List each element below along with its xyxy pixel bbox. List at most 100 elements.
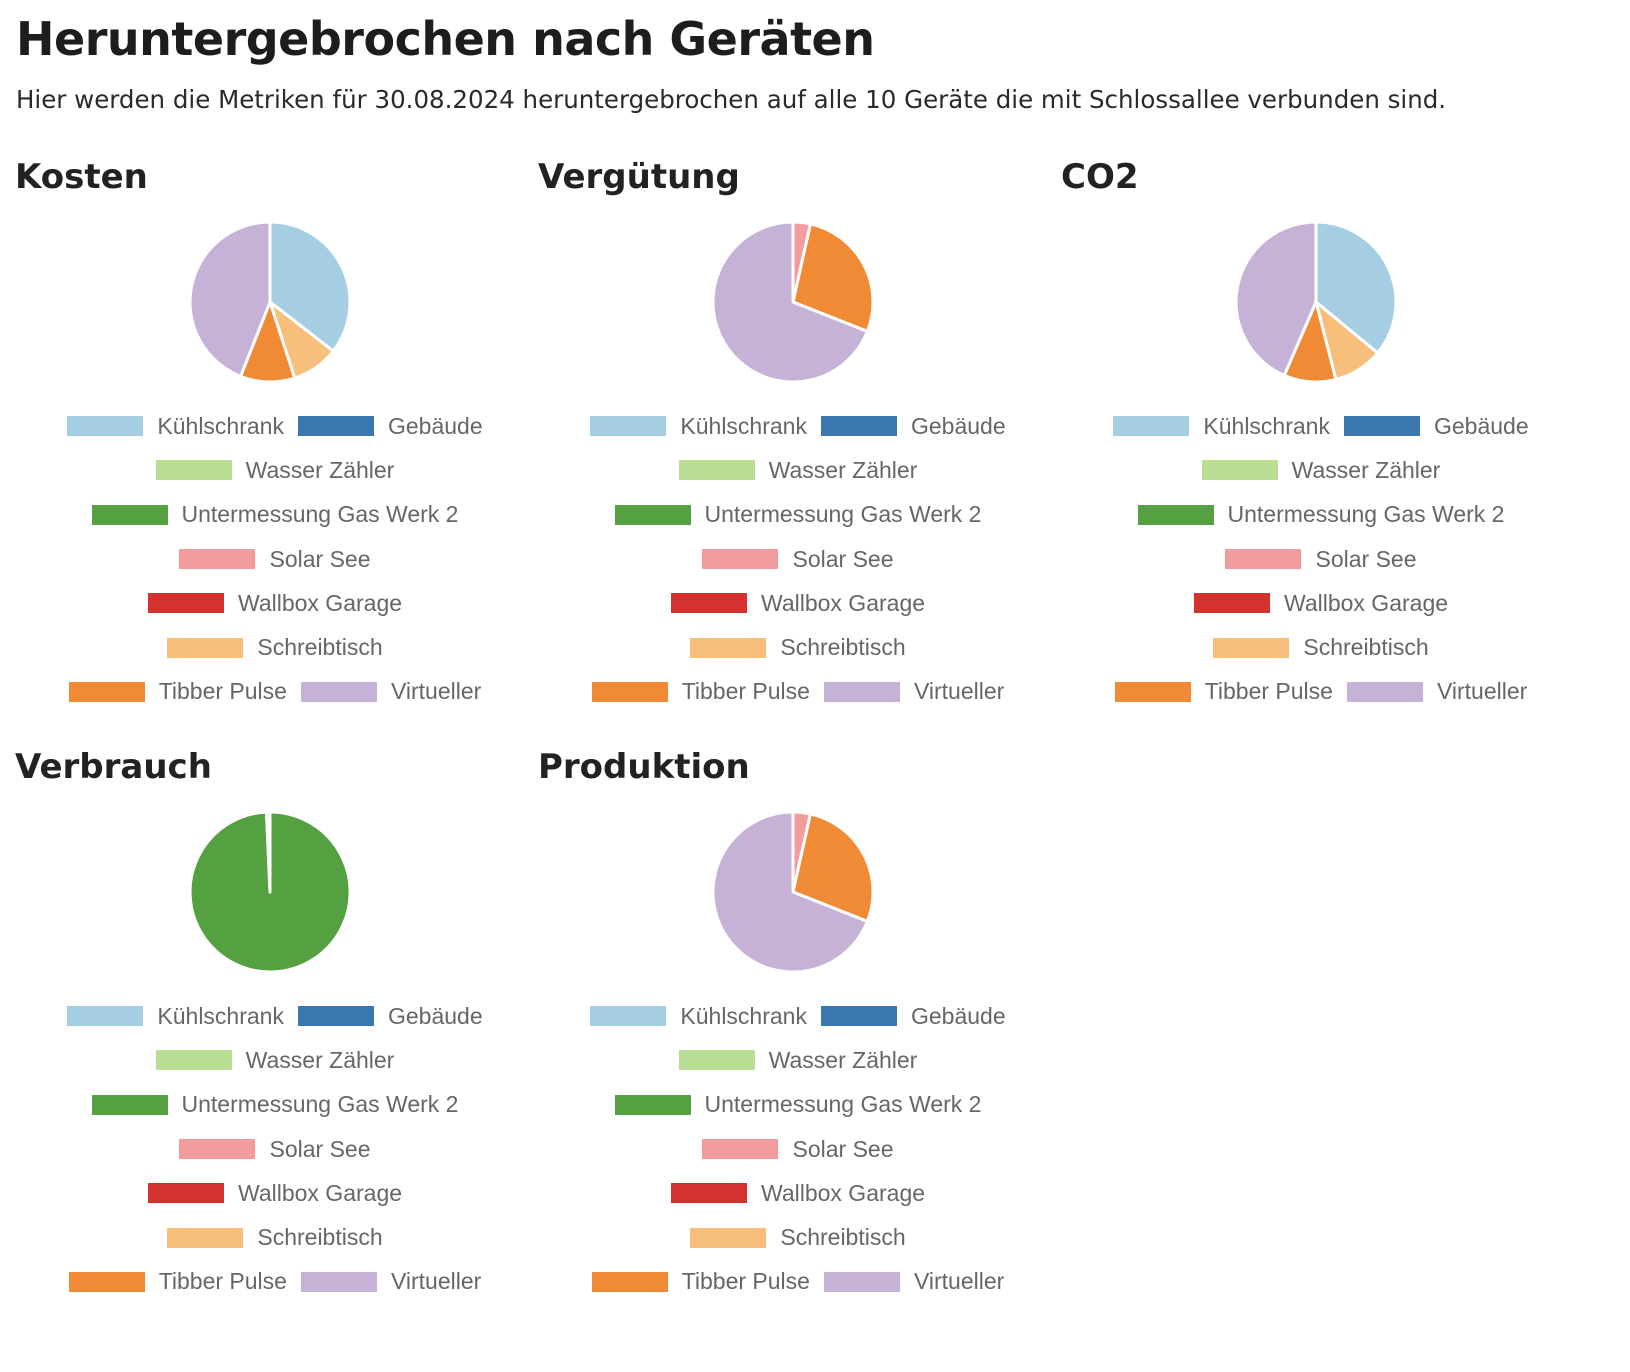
legend-item-kuehlschrank[interactable]: Kühlschrank	[67, 1003, 284, 1030]
legend-item-virtueller[interactable]: Virtueller	[300, 1268, 482, 1295]
legend-item-wasser-zaehler[interactable]: Wasser Zähler	[155, 457, 394, 484]
legend-swatch	[591, 1271, 668, 1292]
legend-item-virtueller[interactable]: Virtueller	[823, 1268, 1004, 1295]
legend-item-virtueller[interactable]: Virtueller	[300, 678, 481, 705]
legend-item-schreibtisch[interactable]: Schreibtisch	[1213, 634, 1429, 661]
legend-item-tibber-pulse[interactable]: Tibber Pulse	[1114, 678, 1333, 705]
legend-item-gebaeude[interactable]: Gebäude	[820, 1003, 1006, 1030]
legend-item-untermessung-gas-werk-2[interactable]: Untermessung Gas Werk 2	[91, 501, 458, 528]
legend-row: Schreibtisch	[15, 1215, 535, 1259]
chart-legend: Kühlschrank Gebäude Wasser Zähler Untermess…	[15, 404, 535, 714]
legend-item-schreibtisch[interactable]: Schreibtisch	[690, 634, 906, 661]
legend-item-schreibtisch[interactable]: Schreibtisch	[690, 1224, 906, 1251]
legend-item-solar-see[interactable]: Solar See	[702, 1136, 894, 1163]
pie-slice-virtueller[interactable]	[264, 810, 272, 894]
legend-row: Tibber Pulse Virtueller	[15, 1260, 535, 1304]
pie-chart	[711, 220, 875, 384]
legend-swatch	[823, 681, 900, 702]
legend-row: Wallbox Garage	[1061, 581, 1581, 625]
legend-item-untermessung-gas-werk-2[interactable]: Untermessung Gas Werk 2	[614, 1091, 981, 1118]
legend-item-wasser-zaehler[interactable]: Wasser Zähler	[1201, 457, 1440, 484]
legend-item-wasser-zaehler[interactable]: Wasser Zähler	[678, 457, 917, 484]
legend-item-gebaeude[interactable]: Gebäude	[297, 1003, 483, 1030]
page-subtitle: Hier werden die Metriken für 30.08.2024 …	[16, 85, 1447, 114]
legend-item-tibber-pulse[interactable]: Tibber Pulse	[68, 678, 287, 705]
legend-item-tibber-pulse[interactable]: Tibber Pulse	[591, 678, 810, 705]
legend-label: Untermessung Gas Werk 2	[704, 501, 982, 528]
legend-item-gebaeude[interactable]: Gebäude	[1343, 412, 1529, 440]
legend-swatch	[614, 1094, 691, 1115]
legend-swatch	[1346, 681, 1423, 702]
legend-label: Wallbox Garage	[760, 589, 926, 616]
legend-label: Virtueller	[390, 1268, 482, 1295]
legend-item-kuehlschrank[interactable]: Kühlschrank	[590, 413, 807, 440]
legend-item-untermessung-gas-werk-2[interactable]: Untermessung Gas Werk 2	[91, 1091, 458, 1118]
legend-item-wallbox-garage[interactable]: Wallbox Garage	[670, 589, 926, 617]
legend-row: Tibber Pulse Virtueller	[538, 1260, 1058, 1304]
chart-title: Verbrauch	[15, 747, 212, 787]
legend-row: Wasser Zähler	[538, 448, 1058, 492]
pie-slice-virtueller[interactable]	[1234, 220, 1318, 377]
legend-item-solar-see[interactable]: Solar See	[179, 1135, 371, 1163]
legend-item-schreibtisch[interactable]: Schreibtisch	[167, 1224, 383, 1251]
legend-label: Gebäude	[1433, 412, 1529, 439]
legend-item-wasser-zaehler[interactable]: Wasser Zähler	[155, 1047, 394, 1074]
legend-item-wasser-zaehler[interactable]: Wasser Zähler	[678, 1046, 918, 1074]
pie-slice-virtueller[interactable]	[188, 220, 272, 378]
legend-item-kuehlschrank[interactable]: Kühlschrank	[67, 413, 284, 440]
legend-row: Schreibtisch	[538, 1215, 1058, 1259]
legend-item-wallbox-garage[interactable]: Wallbox Garage	[1193, 590, 1448, 617]
pie-slice-virtueller[interactable]	[711, 810, 869, 974]
legend-item-gebaeude[interactable]: Gebäude	[297, 412, 483, 440]
legend-swatch	[690, 1227, 767, 1248]
legend-item-untermessung-gas-werk-2[interactable]: Untermessung Gas Werk 2	[1137, 501, 1504, 528]
legend-item-solar-see[interactable]: Solar See	[179, 546, 371, 573]
legend-label: Wasser Zähler	[768, 1046, 918, 1073]
legend-item-kuehlschrank[interactable]: Kühlschrank	[1113, 413, 1330, 440]
chart-legend: Kühlschrank Gebäude Wasser Zähler Untermess…	[538, 994, 1058, 1304]
legend-swatch	[823, 1271, 900, 1292]
legend-item-schreibtisch[interactable]: Schreibtisch	[167, 634, 383, 661]
pie-slice-tibber-pulse[interactable]	[791, 812, 875, 923]
legend-item-virtueller[interactable]: Virtueller	[1346, 678, 1527, 705]
legend-label: Virtueller	[913, 678, 1005, 705]
legend-swatch	[1114, 681, 1191, 702]
legend-item-untermessung-gas-werk-2[interactable]: Untermessung Gas Werk 2	[614, 501, 982, 528]
legend-item-wallbox-garage[interactable]: Wallbox Garage	[670, 1180, 925, 1207]
pie-slice-virtueller[interactable]	[711, 220, 869, 384]
legend-swatch	[690, 637, 767, 658]
legend-item-solar-see[interactable]: Solar See	[702, 546, 894, 573]
legend-item-solar-see[interactable]: Solar See	[1225, 546, 1417, 573]
legend-swatch	[678, 460, 755, 481]
legend-item-wallbox-garage[interactable]: Wallbox Garage	[147, 590, 402, 617]
legend-swatch	[1137, 504, 1214, 525]
pie-slice-kuehlschrank[interactable]	[268, 220, 352, 353]
legend-item-wallbox-garage[interactable]: Wallbox Garage	[147, 1179, 403, 1207]
legend-label: Tibber Pulse	[158, 1268, 287, 1295]
legend-label: Wallbox Garage	[237, 1179, 403, 1206]
legend-row: Untermessung Gas Werk 2	[15, 1083, 535, 1127]
legend-item-virtueller[interactable]: Virtueller	[823, 678, 1005, 705]
pie-slice-kuehlschrank[interactable]	[1314, 220, 1398, 355]
legend-label: Kühlschrank	[157, 1002, 284, 1029]
legend-label: Schreibtisch	[257, 1224, 383, 1251]
legend-row: Untermessung Gas Werk 2	[15, 493, 535, 537]
legend-swatch	[678, 1050, 755, 1071]
legend-row: Kühlschrank Gebäude	[538, 994, 1058, 1038]
pie-slice-tibber-pulse[interactable]	[791, 222, 875, 333]
chart-legend: Kühlschrank Gebäude Wasser Zähler Untermess…	[15, 994, 535, 1304]
chart-title: CO2	[1061, 157, 1139, 197]
legend-label: Tibber Pulse	[681, 1268, 810, 1295]
legend-item-tibber-pulse[interactable]: Tibber Pulse	[68, 1268, 287, 1295]
legend-row: Solar See	[15, 1127, 535, 1171]
legend-swatch	[702, 549, 779, 570]
legend-label: Solar See	[269, 1135, 371, 1162]
legend-swatch	[670, 1183, 747, 1204]
legend-swatch	[167, 637, 244, 658]
legend-swatch	[179, 549, 256, 570]
legend-item-kuehlschrank[interactable]: Kühlschrank	[590, 1003, 807, 1030]
legend-row: Solar See	[538, 1127, 1058, 1171]
legend-item-tibber-pulse[interactable]: Tibber Pulse	[591, 1268, 810, 1295]
legend-item-gebaeude[interactable]: Gebäude	[820, 413, 1006, 440]
legend-label: Gebäude	[387, 412, 483, 439]
